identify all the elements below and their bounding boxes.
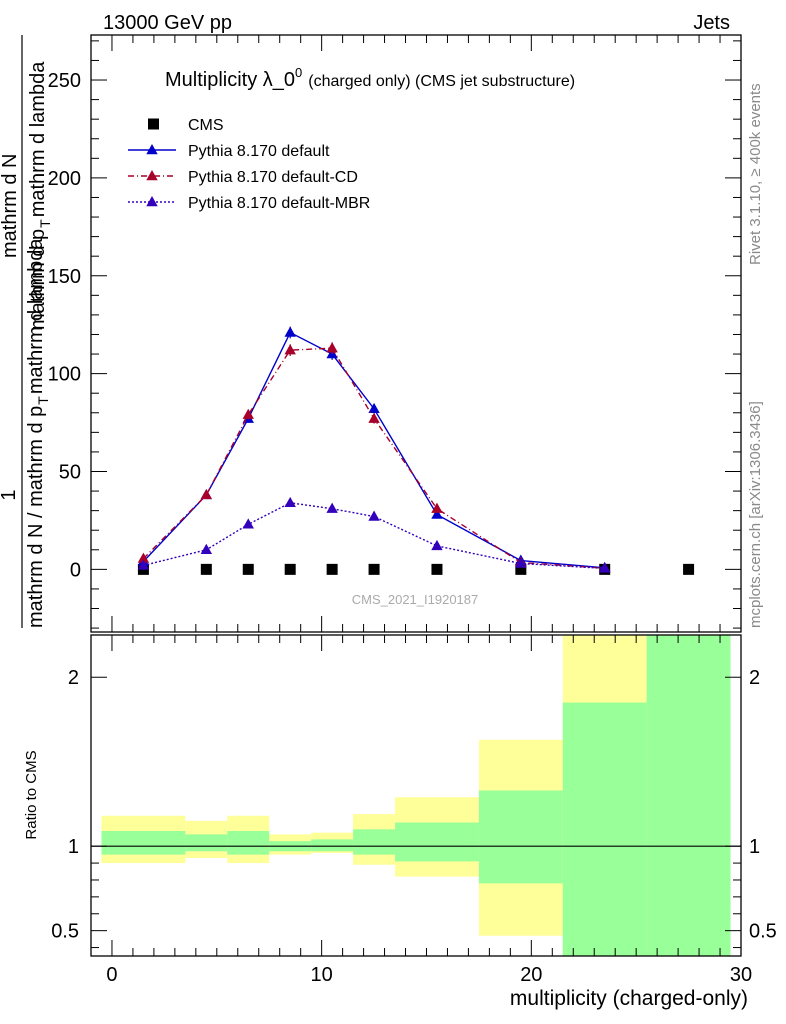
cms-data-point <box>200 563 212 575</box>
legend-item: Pythia 8.170 default-MBR <box>128 195 370 212</box>
ratio-y-axis-label: Ratio to CMS <box>23 750 40 839</box>
series-marker <box>515 557 527 568</box>
band-bin <box>562 702 647 956</box>
series-marker <box>200 543 213 554</box>
ratio-y-tick-label-right: 0.5 <box>749 921 777 943</box>
main-frame <box>90 34 742 633</box>
header-left: 13000 GeV pp <box>103 12 232 34</box>
x-axis-label: multiplicity (charged-only) <box>510 987 748 1010</box>
series-marker <box>242 518 254 529</box>
series-marker <box>368 412 380 423</box>
series-marker <box>431 508 443 519</box>
rivet-version-label: Rivet 3.1.10, ≥ 400k events <box>747 83 764 265</box>
series-marker <box>284 496 296 508</box>
y-label-denominator: mathrm d N / mathrm d pTmathrm d lambda <box>25 238 51 628</box>
x-tick-label: 10 <box>311 964 333 986</box>
band-bin <box>478 790 563 884</box>
y-label-mathrm-dN: mathrm d N <box>0 154 21 258</box>
legend-label: CMS <box>188 117 224 134</box>
legend-marker <box>146 170 158 181</box>
band-bin <box>101 830 186 855</box>
band-bin <box>395 822 479 862</box>
x-tick-label: 30 <box>730 964 752 986</box>
series-pythia-8-170-default-cd <box>137 342 611 573</box>
cms-data-point <box>431 563 443 575</box>
series-marker <box>242 408 254 419</box>
y-tick-label: 0 <box>70 559 81 581</box>
series-marker <box>284 344 296 355</box>
ratio-band-inner <box>101 635 731 956</box>
legend-marker <box>146 196 158 207</box>
main-series-group <box>137 326 695 575</box>
header-right: Jets <box>693 12 730 34</box>
main-y-axis-label: 1 mathrm d N / mathrm d pTmathrm d lambd… <box>0 35 53 628</box>
series-pythia-8-170-default <box>137 326 611 572</box>
series-marker <box>284 326 296 337</box>
series-marker <box>326 342 338 353</box>
cms-data-point <box>242 563 254 575</box>
ratio-y-tick-label: 1 <box>68 836 79 858</box>
y-label-dp-dlambda: mathrm d pTmathrm d lambda <box>27 61 53 330</box>
legend: CMS Pythia 8.170 default Pythia 8.170 defa… <box>128 117 370 212</box>
y-label-numerator: 1 <box>0 489 20 500</box>
cms-data-point <box>683 563 695 575</box>
ratio-axis-ticks: 0.5 0.51 12 20 10 20 30 <box>51 635 777 986</box>
band-bin <box>185 834 228 852</box>
ratio-y-tick-label-right: 1 <box>749 836 760 858</box>
y-tick-label: 100 <box>48 364 81 386</box>
series-marker <box>431 502 443 513</box>
cms-data-point <box>368 563 380 575</box>
legend-label: Pythia 8.170 default <box>188 143 330 160</box>
band-bin <box>646 635 731 956</box>
ratio-y-tick-label: 2 <box>68 667 79 689</box>
legend-item: Pythia 8.170 default-CD <box>128 169 358 186</box>
series-marker <box>137 559 150 570</box>
x-tick-label: 0 <box>106 964 117 986</box>
cms-data-point <box>515 563 527 575</box>
ratio-bands-group <box>91 635 741 956</box>
ratio-frame <box>90 634 742 957</box>
legend-marker <box>146 144 158 155</box>
cms-data-point <box>326 563 338 575</box>
series-marker <box>599 562 611 573</box>
series-marker <box>326 502 338 513</box>
y-tick-label: 150 <box>48 266 81 288</box>
cms-data-point <box>284 563 296 575</box>
legend-item: Pythia 8.170 default <box>128 143 330 160</box>
series-marker <box>137 552 150 563</box>
band-bin <box>353 829 396 855</box>
legend-item: CMS <box>148 117 224 134</box>
ratio-panel: 0.5 0.51 12 20 10 20 30 <box>51 634 777 986</box>
series-marker <box>431 539 443 551</box>
ratio-y-tick-label-right: 2 <box>749 667 760 689</box>
series-line <box>142 331 605 569</box>
y-tick-label: 250 <box>48 70 81 92</box>
series-pythia-8-170-default-mbr <box>137 496 611 573</box>
x-tick-label: 20 <box>520 964 542 986</box>
ratio-y-tick-label: 0.5 <box>51 921 79 943</box>
band-bin <box>227 830 270 855</box>
y-tick-label: 200 <box>48 168 81 190</box>
legend-label: Pythia 8.170 default-MBR <box>188 195 370 212</box>
series-line <box>142 347 605 569</box>
legend-label: Pythia 8.170 default-CD <box>188 169 358 186</box>
series-marker <box>200 488 213 500</box>
series-marker <box>368 402 380 414</box>
series-line <box>143 502 605 570</box>
series-marker <box>368 510 380 521</box>
band-bin <box>311 839 354 852</box>
analysis-watermark: CMS_2021_I1920187 <box>352 592 479 607</box>
legend-marker <box>148 118 159 130</box>
y-tick-label: 50 <box>59 461 81 483</box>
mcplots-label: mcplots.cern.ch [arXiv:1306.3436] <box>747 401 764 628</box>
main-title: Multiplicity λ_00(charged only) (CMS jet… <box>165 65 575 91</box>
series-cms <box>137 563 695 575</box>
main-panel: 0 50 100 150 200 250 Multiplicity λ_00(charge… <box>48 34 742 633</box>
